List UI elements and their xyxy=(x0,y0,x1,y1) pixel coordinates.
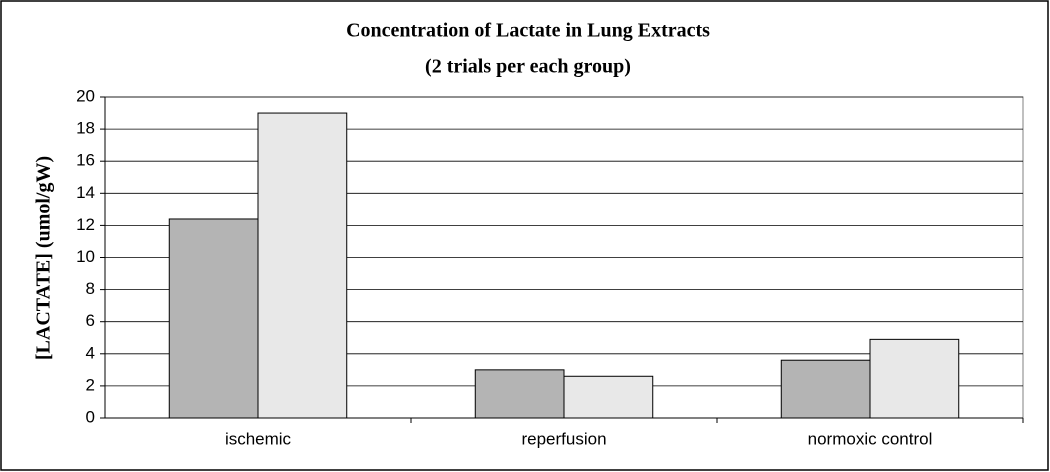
y-tick-label: 12 xyxy=(76,215,95,234)
bar xyxy=(168,218,259,419)
y-tick-label: 10 xyxy=(76,247,95,266)
y-tick-label: 18 xyxy=(76,119,95,138)
x-tick-label: ischemic xyxy=(225,429,292,448)
y-axis-label: [LACTATE] (umol/gW) xyxy=(33,156,55,360)
bar xyxy=(257,112,348,419)
y-tick-label: 4 xyxy=(86,343,95,362)
x-tick-label: normoxic control xyxy=(808,429,933,448)
bar xyxy=(563,375,654,419)
chart-title: Concentration of Lactate in Lung Extract… xyxy=(346,20,710,42)
y-tick-label: 20 xyxy=(76,86,95,105)
y-tick-label: 6 xyxy=(86,311,95,330)
bar xyxy=(474,369,565,419)
chart-subtitle: (2 trials per each group) xyxy=(425,56,631,78)
y-tick-label: 2 xyxy=(86,375,95,394)
bar xyxy=(869,338,960,419)
bar xyxy=(780,359,871,419)
y-tick-label: 14 xyxy=(76,183,95,202)
y-tick-label: 8 xyxy=(86,279,95,298)
y-tick-label: 0 xyxy=(86,407,95,426)
y-tick-label: 16 xyxy=(76,151,95,170)
x-tick-label: reperfusion xyxy=(521,429,606,448)
